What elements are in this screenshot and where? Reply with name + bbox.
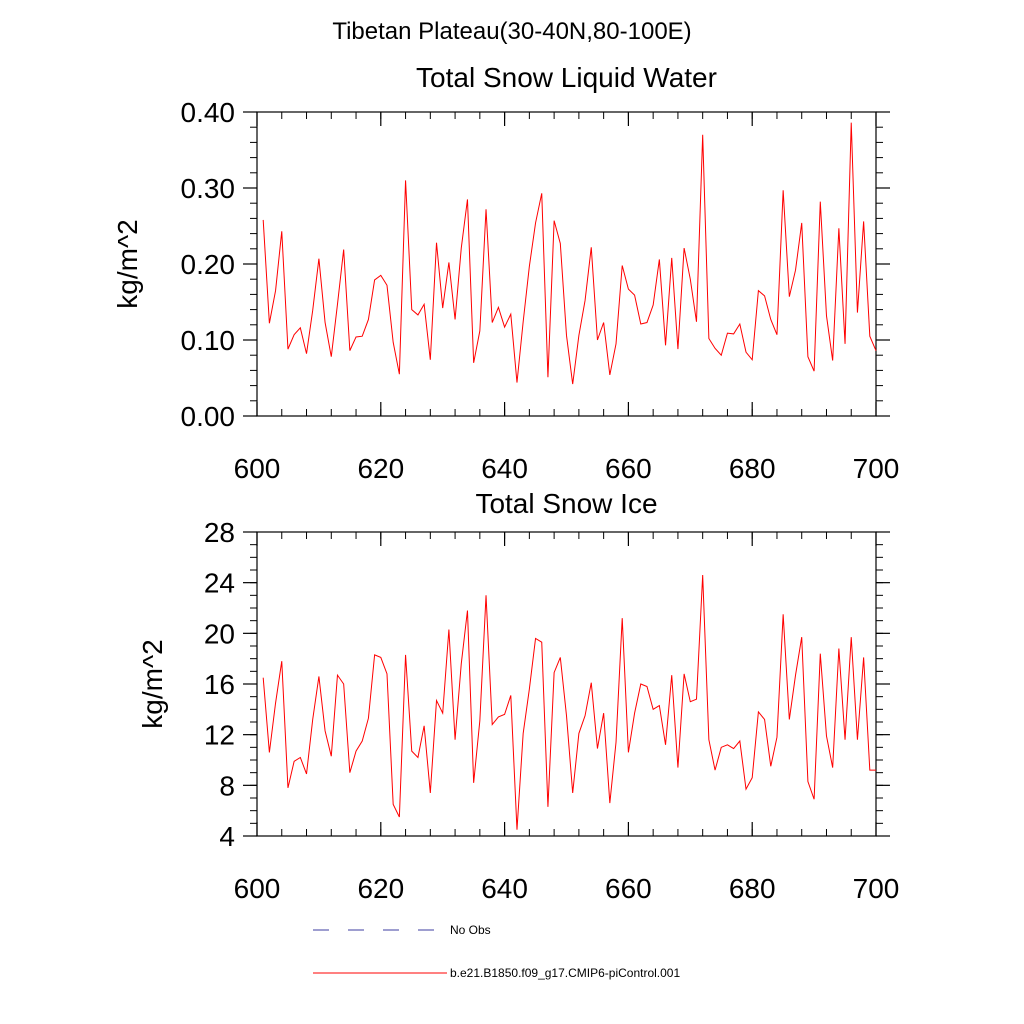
x-tick-label: 620 bbox=[357, 453, 404, 484]
y-tick-label: 4 bbox=[219, 821, 235, 852]
y-tick-label: 0.00 bbox=[181, 401, 236, 432]
y-axis-label: kg/m^2 bbox=[137, 639, 168, 728]
x-tick-label: 660 bbox=[605, 453, 652, 484]
series-line bbox=[262, 122, 877, 385]
y-tick-label: 0.10 bbox=[181, 325, 236, 356]
legend: No Obs b.e21.B1850.f09_g17.CMIP6-piContro… bbox=[313, 923, 680, 980]
panel-snow-ice: Total Snow Ice 4 8 12 16 20 24 28 600 620 640 660 68… bbox=[137, 488, 899, 904]
chart-title: Total Snow Liquid Water bbox=[416, 62, 717, 93]
y-tick-label: 0.40 bbox=[181, 97, 236, 128]
x-tick-label: 640 bbox=[481, 453, 528, 484]
x-tick-label: 700 bbox=[853, 453, 900, 484]
y-tick-label: 8 bbox=[219, 770, 235, 801]
plot-frame bbox=[256, 531, 877, 837]
plot-frame bbox=[256, 111, 877, 417]
x-tick-label: 680 bbox=[729, 873, 776, 904]
chart-title: Total Snow Ice bbox=[475, 488, 657, 519]
y-tick-label: 12 bbox=[204, 720, 235, 751]
panel-snow-liquid-water: Total Snow Liquid Water 0.00 0.10 0.20 0.30 0… bbox=[112, 62, 899, 484]
y-tick-label: 0.30 bbox=[181, 173, 236, 204]
x-tick-label: 600 bbox=[234, 873, 281, 904]
figure-title: Tibetan Plateau(30-40N,80-100E) bbox=[332, 18, 692, 45]
y-axis-label: kg/m^2 bbox=[112, 219, 143, 308]
y-tick-label: 28 bbox=[204, 517, 235, 548]
x-tick-label: 700 bbox=[853, 873, 900, 904]
x-tick-label: 640 bbox=[481, 873, 528, 904]
y-tick-label: 20 bbox=[204, 618, 235, 649]
y-tick-label: 24 bbox=[204, 568, 235, 599]
legend-label: b.e21.B1850.f09_g17.CMIP6-piControl.001 bbox=[450, 966, 680, 980]
x-tick-label: 600 bbox=[234, 453, 281, 484]
y-tick-label: 16 bbox=[204, 669, 235, 700]
series-line bbox=[262, 575, 876, 830]
x-tick-label: 620 bbox=[357, 873, 404, 904]
legend-label: No Obs bbox=[450, 923, 491, 937]
y-tick-label: 0.20 bbox=[181, 249, 236, 280]
x-tick-label: 660 bbox=[605, 873, 652, 904]
x-tick-label: 680 bbox=[729, 453, 776, 484]
